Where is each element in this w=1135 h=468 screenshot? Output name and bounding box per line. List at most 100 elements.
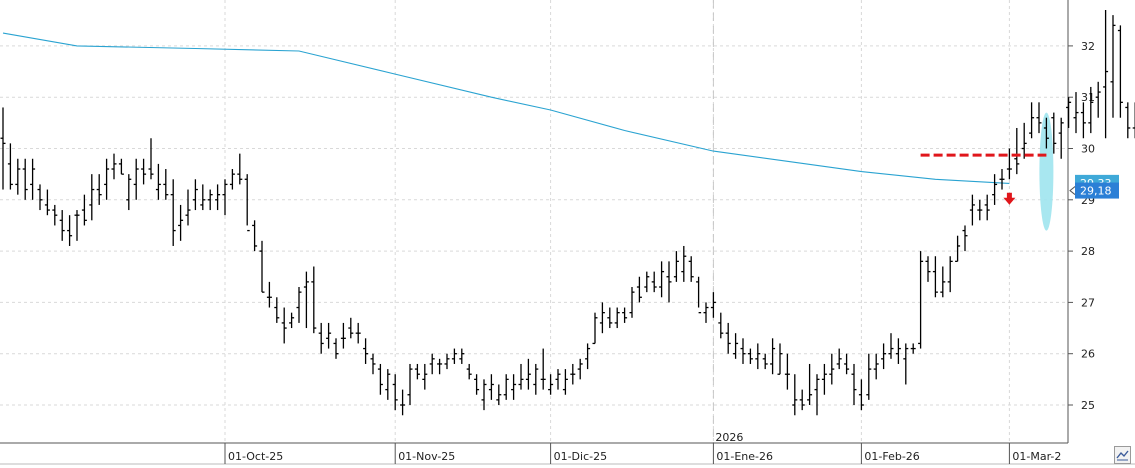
- ohlc-bar: [947, 256, 953, 293]
- ohlc-bar: [562, 369, 568, 395]
- ohlc-bar: [570, 363, 576, 385]
- x-axis: 01-Oct-25 01-Nov-25 01-Dic-25 01-Ene-26 01-F…: [0, 431, 1135, 465]
- ohlc-bar: [969, 194, 975, 226]
- ohlc-bar: [725, 322, 731, 354]
- ohlc-bar: [962, 225, 968, 252]
- y-tick-label: 32: [1081, 40, 1095, 53]
- ohlc-bar: [59, 210, 65, 241]
- ohlc-bar: [474, 374, 480, 395]
- ohlc-bar: [400, 389, 406, 416]
- ohlc-bar: [762, 353, 768, 370]
- ohlc-bar: [666, 261, 672, 303]
- ohlc-bar: [888, 333, 894, 359]
- ohlc-bar: [1073, 92, 1079, 134]
- ohlc-bar: [1021, 122, 1027, 159]
- ohlc-bar: [355, 322, 361, 344]
- ohlc-bar: [496, 384, 502, 405]
- highlight-layer: [1039, 112, 1054, 231]
- ohlc-bar: [511, 374, 517, 400]
- ohlc-bar: [1117, 25, 1123, 118]
- x-tick-label: 01-Oct-25: [228, 450, 283, 463]
- ohlc-bar: [821, 363, 827, 395]
- ohlc-bar: [777, 343, 783, 375]
- ohlc-bar: [873, 353, 879, 380]
- ohlc-bar: [755, 343, 761, 370]
- ohlc-bar: [429, 353, 435, 375]
- ohlc-bar: [377, 363, 383, 395]
- ohlc-bar: [673, 251, 679, 282]
- ohlc-bar: [37, 184, 43, 211]
- ohlc-bar: [688, 256, 694, 282]
- ohlc-bar: [266, 281, 272, 308]
- ohlc-bar: [792, 374, 798, 416]
- ohlc-bar: [370, 353, 376, 375]
- ohlc-bar: [925, 256, 931, 282]
- ohlc-bar: [451, 348, 457, 364]
- ohlc-bar: [999, 169, 1005, 190]
- ohlc-bar: [289, 312, 295, 329]
- chart-scroll-icon: [1116, 450, 1129, 461]
- ohlc-bar: [955, 235, 961, 263]
- y-tick-label: 31: [1081, 91, 1095, 104]
- highlight-ellipse: [1039, 112, 1054, 231]
- ohlc-bar: [747, 348, 753, 364]
- ohlc-bar: [22, 158, 28, 200]
- ohlc-bar: [844, 353, 850, 375]
- ohlc-bar: [178, 204, 184, 241]
- ohlc-bar: [422, 363, 428, 390]
- ohlc-bar: [363, 338, 369, 364]
- ohlc-bar: [333, 338, 339, 359]
- ohlc-bar: [207, 189, 213, 211]
- last-price-badge: [1075, 182, 1119, 199]
- ohlc-bar: [407, 363, 413, 405]
- ohlc-bar: [437, 358, 443, 375]
- last-price-badge-label: 29,18: [1080, 185, 1112, 198]
- ohlc-bar: [1125, 102, 1131, 139]
- y-tick-label: 25: [1081, 399, 1095, 412]
- ohlc-bar: [829, 353, 835, 385]
- ohlc-bar: [1051, 112, 1057, 154]
- ohlc-bar: [52, 204, 58, 226]
- ohlc-bar: [1095, 81, 1101, 118]
- ohlc-bar: [555, 369, 561, 390]
- ohlc-bar: [155, 163, 161, 200]
- ohlc-bar: [718, 312, 724, 339]
- ohlc-bar: [681, 245, 687, 282]
- ohlc-bar: [599, 302, 605, 334]
- ohlc-bar: [503, 374, 509, 400]
- ohlc-bar: [799, 389, 805, 411]
- ohlc-bar: [814, 374, 820, 416]
- x-tick-label: 01-Mar-2: [1012, 450, 1061, 463]
- ohlc-bar: [910, 343, 916, 354]
- ohlc-bar: [311, 266, 317, 334]
- ohlc-bar: [851, 363, 857, 405]
- ohlc-bar: [644, 271, 650, 293]
- ohlc-bar: [614, 307, 620, 329]
- ohlc-bar: [118, 158, 124, 175]
- scroll-button[interactable]: [1114, 446, 1131, 464]
- x-tick-label: 01-Nov-25: [398, 450, 455, 463]
- ohlc-bar: [481, 379, 487, 411]
- ohlc-bar: [903, 343, 909, 385]
- ohlc-bar: [111, 153, 117, 180]
- ohlc-bar: [281, 307, 287, 344]
- ohlc-bar: [414, 363, 420, 380]
- grid-lines: [0, 0, 1068, 443]
- ohlc-bar: [992, 174, 998, 205]
- ohlc-bar: [710, 292, 716, 318]
- ohlc-bar: [340, 322, 346, 349]
- ohlc-bar: [977, 199, 983, 221]
- ohlc-bar: [67, 215, 73, 246]
- ohlc-bar: [252, 220, 258, 252]
- ohlc-bar: [274, 297, 280, 323]
- ohlc-bar: [237, 153, 243, 185]
- ohlc-bar: [784, 353, 790, 390]
- ohlc-bar: [1029, 102, 1035, 139]
- ohlc-bar: [607, 307, 613, 329]
- ohlc-bar: [592, 312, 598, 345]
- ohlc-bar: [444, 353, 450, 370]
- ohlc-bar: [170, 179, 176, 246]
- ohlc-bar: [577, 358, 583, 380]
